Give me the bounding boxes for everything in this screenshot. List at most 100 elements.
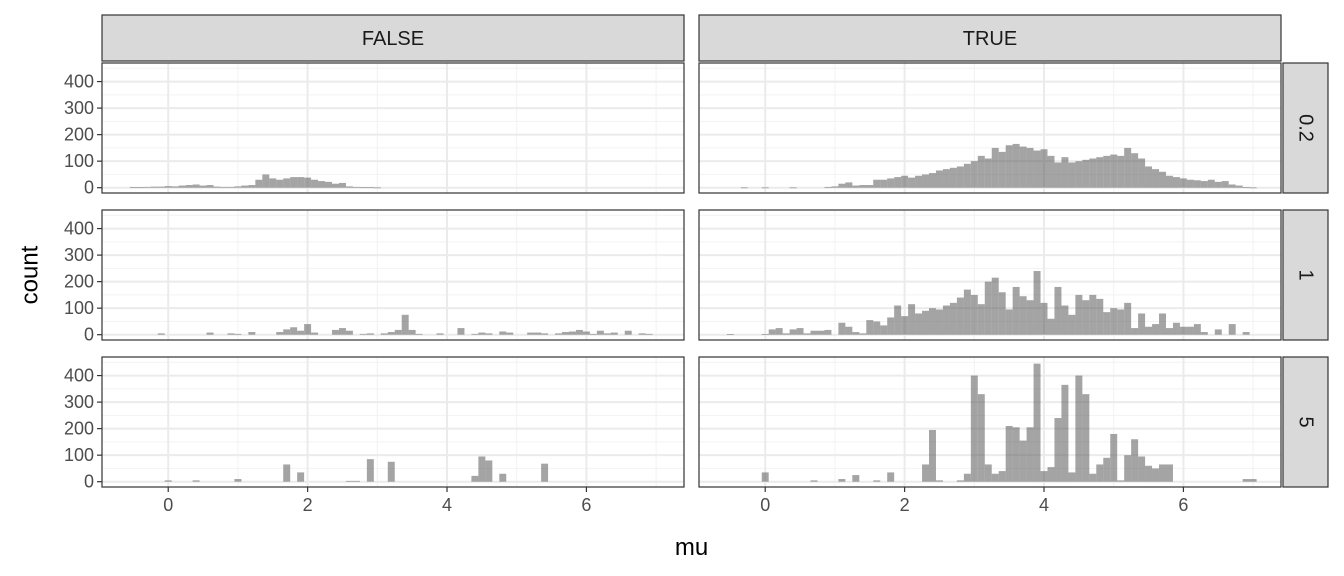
histogram-bar [541, 333, 549, 335]
histogram-bar [1145, 326, 1153, 335]
histogram-bar [185, 185, 193, 188]
histogram-bar [380, 333, 388, 335]
histogram-bar [297, 472, 305, 482]
strip-row [1282, 62, 1329, 194]
histogram-bar [234, 333, 242, 335]
strip-col-false [101, 14, 685, 62]
histogram-bar [1082, 300, 1090, 335]
y-tick-label: 400 [64, 219, 94, 239]
histogram-bar [852, 185, 860, 188]
y-tick-label: 400 [64, 366, 94, 386]
histogram-bar [541, 463, 549, 482]
histogram-bar [227, 333, 235, 335]
histogram-bar [157, 186, 165, 188]
histogram-bar [1221, 181, 1229, 188]
histogram-bar [192, 480, 200, 482]
histogram-bar [1117, 480, 1125, 482]
histogram-bar [387, 461, 395, 482]
histogram-bar [1019, 440, 1027, 482]
histogram-bar [838, 322, 846, 335]
strip-col-true [698, 14, 1282, 62]
histogram-bar [478, 332, 486, 335]
histogram-bar [1117, 155, 1125, 188]
histogram-bar [929, 173, 936, 188]
histogram-bar [311, 179, 319, 188]
y-tick-label: 300 [64, 98, 94, 118]
histogram-bar [915, 175, 923, 188]
histogram-bar [1054, 286, 1062, 335]
histogram-bar [1152, 468, 1160, 482]
x-tick-label: 2 [900, 495, 910, 515]
histogram-bar [304, 324, 312, 335]
histogram-bar [1089, 473, 1097, 482]
histogram-bar [1061, 157, 1069, 188]
histogram-bar [1061, 305, 1069, 335]
histogram-bar [949, 302, 957, 335]
histogram-bar [1249, 187, 1257, 189]
histogram-bar [401, 314, 409, 335]
histogram-bar [1159, 464, 1166, 482]
y-tick-label: 300 [64, 245, 94, 265]
histogram-bar [1075, 375, 1083, 482]
histogram-bar [942, 305, 950, 335]
histogram-bar [887, 178, 895, 188]
histogram-bar [262, 174, 270, 188]
panel-border [101, 356, 685, 488]
histogram-bar [929, 429, 936, 482]
histogram-bar [234, 186, 242, 188]
histogram-bar [1103, 457, 1111, 482]
histogram-bar [1068, 472, 1076, 482]
histogram-bar [283, 178, 291, 188]
histogram-bar [1138, 456, 1146, 482]
histogram-bar [1047, 318, 1055, 335]
histogram-bar [1131, 439, 1139, 482]
histogram-bar [332, 183, 339, 188]
histogram-bar [136, 187, 144, 188]
histogram-bar [1145, 166, 1153, 188]
histogram-bar [1242, 332, 1250, 335]
strip-label-col: TRUE [963, 28, 1017, 50]
histogram-bar [873, 179, 881, 188]
histogram-bar [178, 185, 186, 188]
y-tick-label: 0 [84, 472, 94, 492]
histogram-bar [956, 297, 964, 335]
histogram-bar [942, 169, 950, 188]
histogram-bar [220, 186, 228, 188]
histogram-bar [984, 464, 992, 482]
histogram-bar [1110, 308, 1118, 335]
histogram-bar [366, 187, 374, 188]
histogram-bar [1026, 147, 1034, 188]
histogram-bar [866, 185, 874, 188]
histogram-bar [325, 181, 333, 188]
histogram-bar [977, 394, 985, 482]
histogram-bar [1124, 455, 1132, 482]
histogram-bar [956, 166, 964, 188]
histogram-bar [1075, 294, 1083, 335]
histogram-bar [1040, 149, 1048, 188]
histogram-bar [603, 333, 611, 335]
histogram-bar [970, 375, 978, 482]
histogram-bar [527, 332, 535, 335]
histogram-bar [234, 479, 242, 482]
y-tick-label: 0 [84, 178, 94, 198]
histogram-bar [838, 479, 846, 482]
histogram-bar [1214, 181, 1222, 188]
histogram-bar [991, 473, 999, 482]
histogram-bar [1019, 146, 1027, 188]
histogram-bar [901, 316, 909, 335]
histogram-bar [1138, 158, 1146, 188]
histogram-bar [1124, 147, 1132, 188]
histogram-bar [534, 332, 542, 335]
histogram-bar [831, 186, 839, 188]
histogram-bar [575, 329, 583, 335]
histogram-bar [415, 333, 423, 335]
histogram-bar [638, 333, 646, 335]
histogram-bar [1012, 427, 1020, 482]
histogram-bar [1172, 177, 1180, 188]
panel-true-1 [698, 209, 1282, 341]
x-tick-label: 4 [1039, 495, 1049, 515]
histogram-bar [922, 310, 930, 335]
histogram-bar [761, 472, 769, 482]
histogram-bar [1096, 464, 1104, 482]
histogram-bar [1193, 324, 1201, 335]
